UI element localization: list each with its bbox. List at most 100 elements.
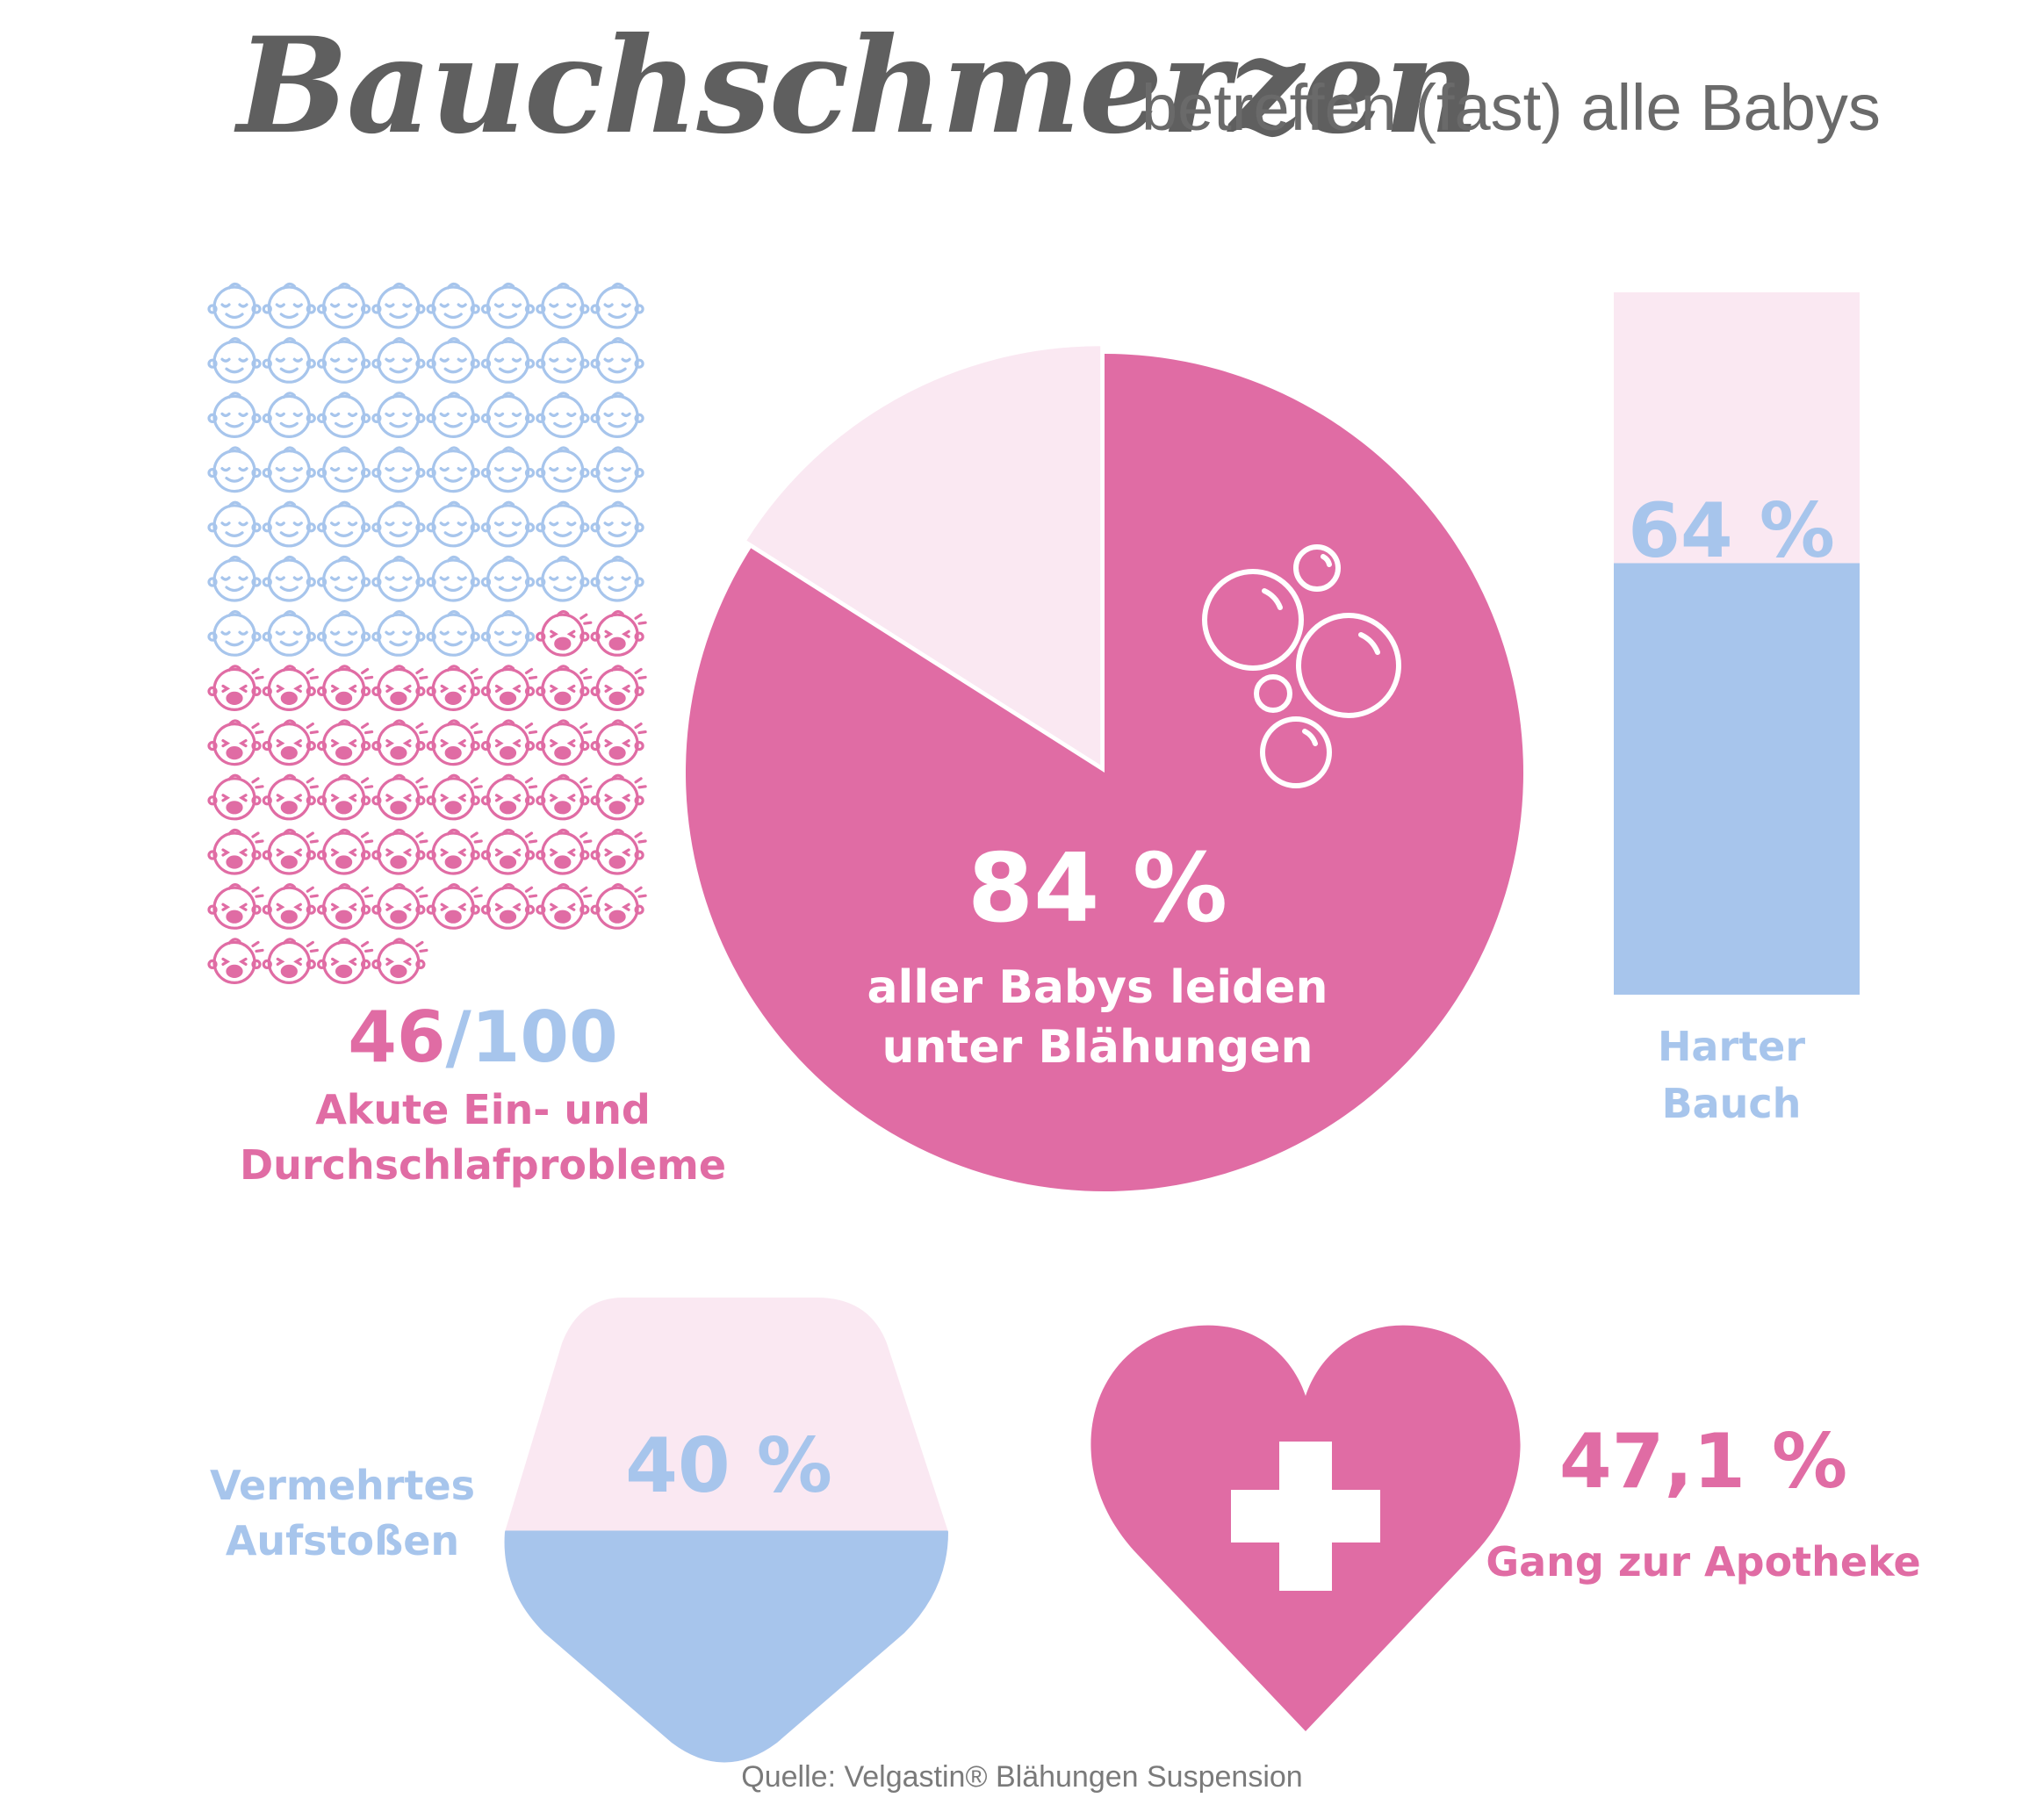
calm-baby-icon [207,337,262,384]
crying-baby-icon [590,665,647,712]
calm-baby-icon [536,392,590,438]
crying-baby-icon [317,665,374,712]
pie-label-line1: aller Babys leiden [867,961,1328,1014]
crying-baby-icon [371,883,428,930]
calm-baby-icon [426,282,480,329]
crying-baby-icon [536,773,593,821]
crying-baby-icon [371,719,428,766]
calm-baby-icon [590,337,644,384]
crying-baby-icon [262,773,319,821]
pictograph-total: /100 [445,996,618,1078]
crying-baby-icon [480,719,538,766]
calm-baby-icon [480,500,536,548]
bar-value-label: 64 % [1628,487,1835,575]
crying-baby-icon [262,665,319,712]
crying-baby-icon [207,883,264,930]
bar-label-line1: Harter [1657,1023,1806,1070]
calm-baby-icon [371,610,426,657]
crying-baby-icon [317,719,374,766]
calm-baby-icon [480,337,536,384]
shield-label-line1: Vermehrtes [209,1462,476,1509]
calm-baby-icon [371,446,426,493]
calm-baby-icon [317,500,371,548]
calm-baby-icon [590,500,644,548]
calm-baby-icon [426,392,480,438]
crying-baby-icon [262,938,319,985]
crying-baby-icon [480,883,538,930]
bubbles-icon [1202,544,1401,788]
calm-baby-icon [262,446,316,493]
calm-baby-icon [317,392,371,438]
pie-slice-rest [746,346,1101,766]
crying-baby-icon [317,938,374,985]
crying-baby-icon [371,828,428,875]
calm-baby-icon [207,446,262,493]
calm-baby-icon [536,446,590,493]
calm-baby-icon [207,610,262,657]
crying-baby-icon [207,828,264,875]
calm-baby-icon [371,282,426,329]
calm-baby-icon [536,500,590,548]
crying-baby-icon [480,773,538,821]
calm-baby-icon [536,282,590,329]
calm-baby-icon [317,337,371,384]
pie-slice-blaehungen [685,354,1523,1191]
bar-label-line2: Bauch [1661,1080,1802,1127]
pictograph-value: 46 [348,996,446,1078]
calm-baby-icon [590,555,644,602]
cross-icon [1231,1442,1380,1591]
shield-fill-chart [504,1298,948,1763]
crying-baby-icon [262,719,319,766]
calm-baby-icon [480,282,536,329]
pictograph-label-line2: Durchschlafprobleme [239,1141,727,1189]
calm-baby-icon [480,555,536,602]
crying-baby-icon [207,773,264,821]
title-subtitle: betreffen (fast) alle Babys [1141,71,1881,144]
bar-chart-harter-bauch [1614,292,1860,995]
calm-baby-icon [590,392,644,438]
calm-baby-icon [262,500,316,548]
crying-baby-icon [207,665,264,712]
pie-chart [685,346,1523,1191]
crying-baby-icon [480,828,538,875]
crying-baby-icon [480,665,538,712]
crying-baby-icon [426,828,483,875]
bar-fill [1614,563,1860,995]
calm-baby-icon [207,500,262,548]
calm-baby-icon [262,610,316,657]
calm-baby-icon [536,337,590,384]
calm-baby-icon [426,610,480,657]
crying-baby-icon [426,883,483,930]
calm-baby-icon [426,337,480,384]
shield-value-label: 40 % [625,1422,832,1510]
calm-baby-icon [207,555,262,602]
calm-baby-icon [426,555,480,602]
heart-label: Gang zur Apotheke [1486,1538,1921,1586]
calm-baby-icon [590,446,644,493]
heart-value-label: 47,1 % [1558,1418,1848,1506]
crying-baby-icon [536,828,593,875]
pictograph-count: 46/100 [211,996,755,1078]
crying-baby-icon [590,610,647,657]
crying-baby-icon [317,883,374,930]
crying-baby-icon [590,828,647,875]
crying-baby-icon [426,719,483,766]
calm-baby-icon [371,555,426,602]
calm-baby-icon [262,555,316,602]
crying-baby-icon [262,883,319,930]
calm-baby-icon [590,282,644,329]
calm-baby-icon [207,392,262,438]
calm-baby-icon [371,500,426,548]
calm-baby-icon [536,555,590,602]
crying-baby-icon [590,773,647,821]
crying-baby-icon [590,883,647,930]
crying-baby-icon [371,773,428,821]
calm-baby-icon [317,610,371,657]
crying-baby-icon [426,665,483,712]
pictograph-label-line1: Akute Ein- und [315,1086,651,1133]
shield-label-line2: Aufstoßen [225,1517,460,1564]
calm-baby-icon [371,337,426,384]
crying-baby-icon [536,665,593,712]
calm-baby-icon [207,282,262,329]
